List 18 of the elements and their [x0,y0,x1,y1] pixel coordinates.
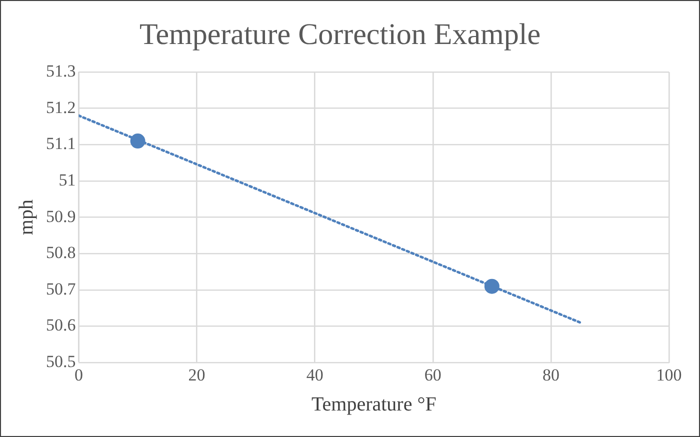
x-tick-label: 80 [542,365,560,384]
y-tick-label: 50.5 [46,352,76,372]
y-tick-label: 51.2 [46,98,76,117]
chart-title: Temperature Correction Example [139,18,541,51]
x-tick-label: 40 [306,365,324,384]
x-axis-title: Temperature °F [311,393,436,416]
x-tick-label: 100 [656,365,682,384]
y-tick-label: 51.1 [46,134,76,154]
y-tick-label: 50.7 [46,279,76,298]
y-tick-label: 50.9 [46,206,76,226]
x-tick-label: 0 [74,365,83,384]
y-tick-label: 51.3 [46,61,76,80]
x-tick-label: 20 [188,365,206,384]
x-tick-label: 60 [424,365,442,384]
y-axis-title: mph [15,200,38,236]
y-tick-label: 50.8 [46,243,76,262]
y-tick-label: 51 [58,170,76,190]
y-tick-label: 50.6 [46,316,76,335]
